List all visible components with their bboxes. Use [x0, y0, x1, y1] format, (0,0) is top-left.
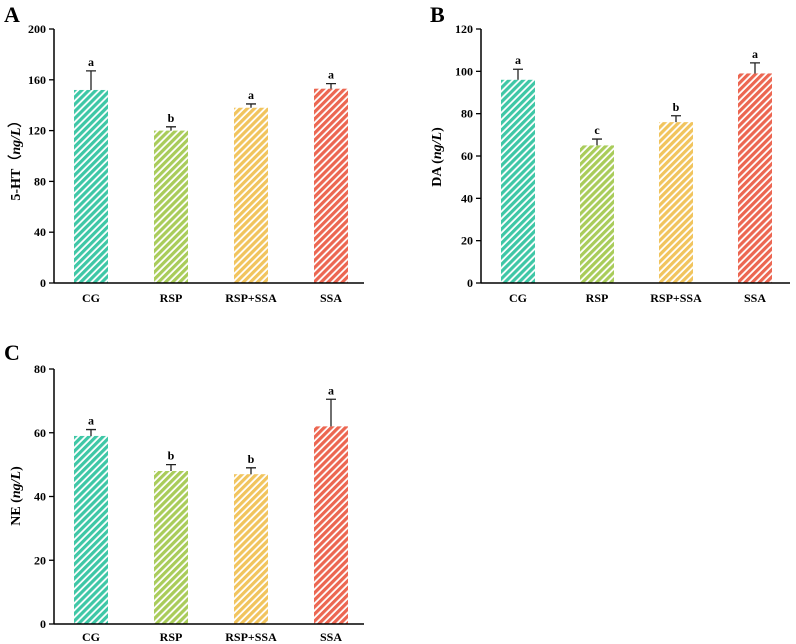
significance-label-b-1: c — [594, 123, 600, 137]
significance-label-c-3: a — [328, 383, 334, 397]
x-category-label-c-2: RSP+SSA — [225, 630, 277, 644]
significance-label-a-1: b — [168, 111, 175, 125]
bar-a-0 — [74, 89, 108, 284]
y-tick-label-b-2: 40 — [461, 191, 473, 205]
x-axis-labels-a: CG RSP RSP+SSA SSA — [82, 291, 342, 305]
bar-b-1 — [580, 145, 614, 283]
y-tick-label-b-5: 100 — [455, 64, 473, 78]
x-category-label-b-0: CG — [509, 291, 527, 305]
y-tick-label-c-3: 60 — [34, 426, 46, 440]
bar-a-2 — [234, 107, 268, 284]
bars-c: a b b a — [74, 383, 348, 624]
significance-label-b-2: b — [673, 100, 680, 114]
bar-b-3 — [738, 73, 772, 283]
y-axis-label-a: 5-HT（ng/L） — [8, 113, 24, 200]
x-category-label-c-0: CG — [82, 630, 100, 644]
panel-c: C NE (ng/L) 0 20 40 60 80 a b b a CG RSP RSP+SSA S… — [4, 340, 364, 644]
y-tick-label-a-3: 120 — [28, 124, 46, 138]
error-bar-c-3 — [326, 398, 336, 427]
axes-b — [480, 29, 790, 284]
panel-a: A 5-HT（ng/L） 0 40 80 120 160 200 a b a a CG RSP RS… — [4, 2, 364, 305]
y-tick-label-b-1: 20 — [461, 234, 473, 248]
y-tick-label-a-5: 200 — [28, 22, 46, 36]
axes-a — [53, 29, 364, 284]
x-axis-labels-b: CG RSP RSP+SSA SSA — [509, 291, 766, 305]
significance-label-a-3: a — [328, 68, 334, 82]
error-bar-a-1 — [166, 126, 176, 131]
bar-a-1 — [154, 130, 188, 283]
y-tick-label-b-0: 0 — [467, 276, 473, 290]
significance-label-a-0: a — [88, 55, 94, 69]
y-tick-label-b-6: 120 — [455, 22, 473, 36]
error-bar-b-3 — [750, 62, 760, 74]
x-axis-labels-c: CG RSP RSP+SSA SSA — [82, 630, 342, 644]
significance-label-c-1: b — [168, 449, 175, 463]
panel-b: B DA (ng/L) 0 20 40 60 80 100 120 a c b a CG RSP RS… — [430, 2, 790, 305]
axes-c — [53, 369, 364, 625]
panel-letter-c: C — [4, 340, 20, 365]
error-bar-c-2 — [246, 467, 256, 475]
x-category-label-a-1: RSP — [160, 291, 183, 305]
bar-b-2 — [659, 122, 693, 283]
error-bar-a-3 — [326, 82, 336, 89]
y-tick-label-a-0: 0 — [40, 276, 46, 290]
y-tick-label-b-3: 60 — [461, 149, 473, 163]
x-category-label-a-3: SSA — [320, 291, 342, 305]
error-bar-b-1 — [592, 138, 602, 146]
x-category-label-c-1: RSP — [160, 630, 183, 644]
y-axis-label-c: NE (ng/L) — [9, 466, 24, 526]
error-bar-a-2 — [246, 103, 256, 108]
y-tick-label-c-2: 40 — [34, 490, 46, 504]
bar-c-3 — [314, 426, 348, 624]
y-axis-ticks-a: 0 40 80 120 160 200 — [28, 22, 54, 290]
x-category-label-c-3: SSA — [320, 630, 342, 644]
bar-c-1 — [154, 471, 188, 624]
y-tick-label-c-4: 80 — [34, 362, 46, 376]
bar-a-3 — [314, 88, 348, 283]
bars-b: a c b a — [501, 47, 772, 283]
y-tick-label-a-4: 160 — [28, 73, 46, 87]
significance-label-b-3: a — [752, 47, 758, 61]
y-axis-label-b: DA (ng/L) — [430, 127, 445, 187]
significance-label-c-2: b — [248, 452, 255, 466]
x-category-label-b-2: RSP+SSA — [650, 291, 702, 305]
bar-c-2 — [234, 474, 268, 624]
error-bar-a-0 — [86, 70, 96, 90]
y-axis-ticks-b: 0 20 40 60 80 100 120 — [455, 22, 481, 290]
significance-label-a-2: a — [248, 88, 254, 102]
y-tick-label-b-4: 80 — [461, 107, 473, 121]
error-bar-c-1 — [166, 463, 176, 471]
panel-letter-b: B — [430, 2, 445, 27]
significance-label-c-0: a — [88, 414, 94, 428]
y-tick-label-c-0: 0 — [40, 617, 46, 631]
error-bar-c-0 — [86, 428, 96, 436]
bars-a: a b a a — [74, 55, 348, 284]
bar-b-0 — [501, 79, 535, 283]
y-tick-label-a-1: 40 — [34, 225, 46, 239]
x-category-label-a-0: CG — [82, 291, 100, 305]
x-category-label-a-2: RSP+SSA — [225, 291, 277, 305]
error-bar-b-0 — [513, 68, 523, 80]
error-bar-b-2 — [671, 115, 681, 123]
x-category-label-b-1: RSP — [586, 291, 609, 305]
y-tick-label-c-1: 20 — [34, 553, 46, 567]
significance-label-b-0: a — [515, 53, 521, 67]
y-axis-ticks-c: 0 20 40 60 80 — [34, 362, 54, 631]
bar-c-0 — [74, 435, 108, 624]
y-tick-label-a-2: 80 — [34, 174, 46, 188]
panel-letter-a: A — [4, 2, 20, 27]
x-category-label-b-3: SSA — [744, 291, 766, 305]
